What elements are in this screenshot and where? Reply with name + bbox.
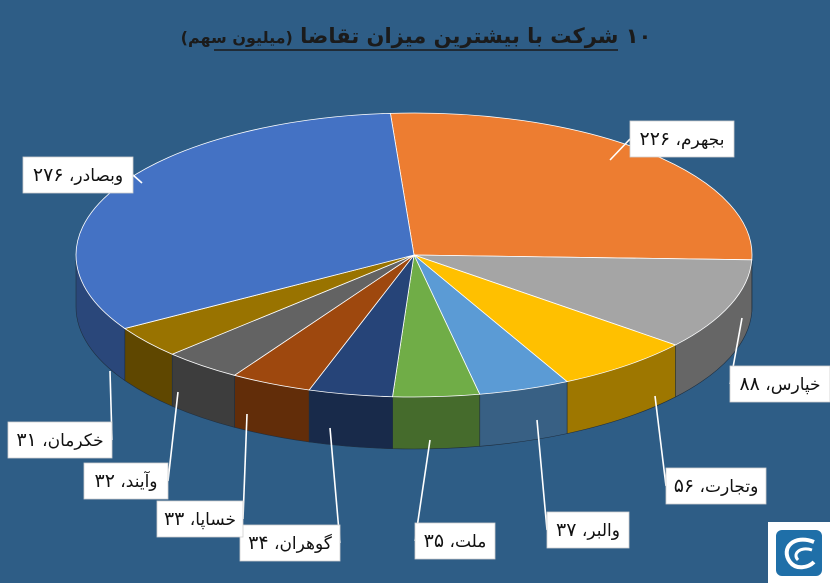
data-label-7: خساپا، ۳۳ (156, 500, 244, 538)
data-label-box (729, 365, 830, 403)
slice-name: ملت، (444, 532, 486, 552)
data-label-box (414, 522, 496, 560)
data-label-text: وآیند، ۳۲ (94, 470, 157, 492)
leader-line-10 (132, 174, 143, 184)
slice-name: خکرمان، (37, 431, 104, 451)
slice-name: گوهران، (269, 533, 333, 554)
chart-title-group: ۱۰ شرکت با بیشترین میزان تقاضا (میلیون س… (181, 24, 652, 51)
slice-value: ۳۱ (16, 429, 36, 451)
leader-line-4 (536, 419, 548, 531)
leader-line-6 (329, 427, 341, 544)
slice-side-6 (308, 389, 393, 450)
logo-swoosh-inner-icon (794, 547, 813, 562)
data-label-box (239, 524, 341, 562)
slice-side-5 (392, 393, 481, 450)
data-label-text: ملت، ۳۵ (424, 530, 487, 552)
slice-value: ۳۴ (248, 532, 268, 554)
leader-line-7 (242, 413, 248, 520)
data-label-text: والبر، ۳۷ (556, 519, 620, 541)
data-label-text: گوهران، ۳۴ (248, 532, 333, 554)
slice-name: وبصادر، (64, 166, 124, 186)
data-label-5: ملت، ۳۵ (414, 522, 496, 560)
data-label-box (546, 511, 630, 549)
chart-title: ۱۰ شرکت با بیشترین میزان تقاضا (میلیون س… (181, 24, 652, 48)
pie-slices (75, 112, 753, 398)
slice-name: خپارس، (760, 375, 821, 395)
data-labels: بجهرم، ۲۲۶ خپارس، ۸۸ وتجارت، ۵۶ والبر، ۳۷ مل… (7, 120, 830, 562)
slice-value: ۲۷۶ (33, 164, 64, 186)
leader-line-3 (654, 395, 667, 487)
data-label-10: وبصادر، ۲۷۶ (22, 156, 134, 194)
data-label-1: بجهرم، ۲۲۶ (629, 120, 735, 158)
slice-name: والبر، (576, 521, 620, 541)
data-label-9: خکرمان، ۳۱ (7, 421, 113, 459)
slice-3 (413, 254, 677, 383)
slice-name: وتجارت، (694, 477, 758, 497)
data-label-text: وبصادر، ۲۷۶ (33, 164, 123, 186)
data-label-box (665, 467, 767, 505)
chart-title-main: ۱۰ شرکت با بیشترین میزان تقاضا (300, 24, 651, 48)
slice-value: ۳۳ (164, 508, 184, 530)
logo-swoosh-icon (784, 537, 816, 570)
slice-name: بجهرم، (670, 130, 724, 150)
leader-line-1 (609, 138, 631, 161)
slice-value: ۳۲ (94, 470, 114, 492)
logo (768, 522, 830, 583)
data-label-8: وآیند، ۳۲ (83, 462, 169, 500)
data-label-4: والبر، ۳۷ (546, 511, 630, 549)
data-label-box (22, 156, 134, 194)
data-label-box (7, 421, 113, 459)
data-label-2: خپارس، ۸۸ (729, 365, 830, 403)
data-label-box (156, 500, 244, 538)
slice-name: خساپا، (184, 510, 236, 530)
data-label-6: گوهران، ۳۴ (239, 524, 341, 562)
chart-subtitle: (میلیون سهم) (181, 28, 293, 47)
data-label-3: وتجارت، ۵۶ (665, 467, 767, 505)
data-label-text: خپارس، ۸۸ (739, 373, 820, 395)
slice-value: ۲۲۶ (640, 128, 671, 150)
data-label-text: خساپا، ۳۳ (164, 508, 236, 530)
slice-value: ۵۶ (674, 475, 694, 497)
data-label-text: وتجارت، ۵۶ (674, 475, 759, 497)
data-label-text: بجهرم، ۲۲۶ (640, 128, 725, 150)
slice-value: ۳۷ (556, 519, 576, 541)
slice-2 (413, 254, 753, 346)
data-label-text: خکرمان، ۳۱ (16, 429, 103, 451)
data-label-box (83, 462, 169, 500)
slice-value: ۸۸ (739, 373, 759, 395)
leader-line-8 (167, 391, 179, 482)
slice-value: ۳۵ (424, 530, 444, 552)
data-label-box (629, 120, 735, 158)
slice-name: وآیند، (115, 470, 158, 492)
